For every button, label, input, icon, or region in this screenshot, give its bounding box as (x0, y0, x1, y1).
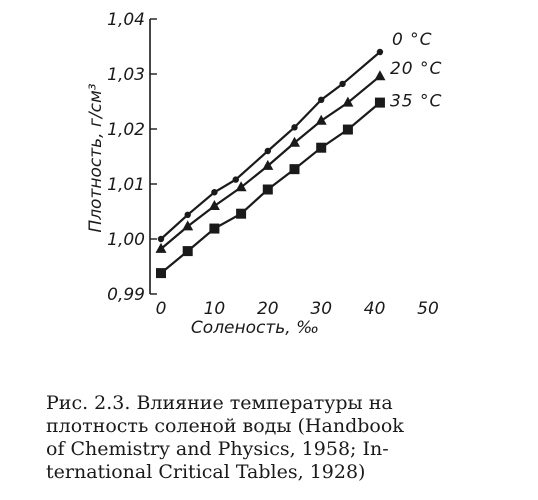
figure-caption: Рис. 2.3. Влияние температуры на плотнос… (46, 392, 486, 484)
x-tick-label: 20 (257, 299, 279, 319)
caption-line-2: плотность соленой воды (Handbook (46, 415, 404, 437)
data-point (182, 246, 193, 257)
series-label: 35 °C (390, 92, 442, 112)
y-axis-title: Плотность, г/см³ (86, 83, 106, 232)
y-tick-label: 1,03 (107, 65, 145, 85)
y-tick-label: 1,01 (107, 175, 145, 195)
y-tick-label: 1,04 (107, 10, 145, 30)
data-point (262, 159, 274, 170)
data-point (236, 208, 247, 219)
series-lines (160, 51, 381, 274)
data-point (374, 97, 385, 108)
data-point (262, 184, 273, 195)
series-label: 0 °C (392, 30, 433, 50)
caption-line-3: of Chemistry and Physics, 1958; In- (46, 438, 389, 460)
x-tick-label: 0 (156, 299, 167, 319)
data-point (209, 223, 220, 234)
data-point (342, 124, 353, 135)
data-point (264, 147, 271, 155)
data-point (289, 136, 300, 147)
y-tick-label: 1,02 (107, 120, 145, 140)
data-point (289, 164, 300, 175)
caption-line-4: ternational Critical Tables, 1928) (46, 461, 366, 483)
data-point (235, 181, 247, 192)
x-tick-label: 50 (417, 299, 439, 319)
y-tick-label: 0,99 (107, 285, 145, 305)
x-tick-label: 40 (364, 299, 386, 319)
data-point (374, 70, 386, 81)
series-labels: 0 °C 20 °C 35 °C (390, 30, 442, 112)
x-tick-label: 30 (310, 299, 332, 319)
data-point (184, 211, 191, 218)
data-point (339, 80, 346, 88)
data-point (157, 235, 165, 243)
data-point (208, 200, 220, 210)
chart: 0,99 1,00 1,01 1,02 1,03 1,04 0 10 20 30 40 50 0 °… (86, 10, 442, 338)
data-point (232, 176, 239, 183)
x-ticks: 0 10 20 30 40 50 (156, 299, 439, 319)
data-point (156, 268, 166, 279)
data-point (211, 189, 218, 196)
data-point (316, 142, 327, 153)
data-point (342, 96, 354, 107)
data-point (291, 124, 298, 131)
data-point (182, 220, 194, 231)
data-point (155, 242, 167, 253)
y-tick-label: 1,00 (107, 230, 145, 250)
x-axis-title: Соленость, ‰ (191, 318, 319, 338)
y-ticks: 0,99 1,00 1,01 1,02 1,03 1,04 (107, 10, 157, 305)
data-point (318, 96, 325, 104)
series-line (160, 51, 381, 240)
caption-line-1: Рис. 2.3. Влияние температуры на (46, 392, 393, 414)
data-point (376, 48, 384, 56)
series-markers (155, 48, 386, 279)
data-point (315, 114, 327, 125)
x-tick-label: 10 (204, 299, 226, 319)
series-label: 20 °C (390, 59, 442, 79)
